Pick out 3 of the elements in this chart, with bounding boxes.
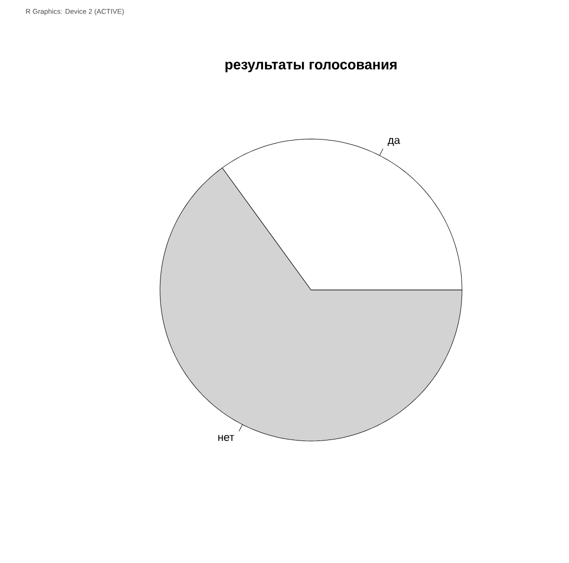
slice-label: да — [388, 138, 400, 146]
slice-label: нет — [218, 434, 234, 442]
chart-title: результаты голосования — [225, 62, 396, 72]
